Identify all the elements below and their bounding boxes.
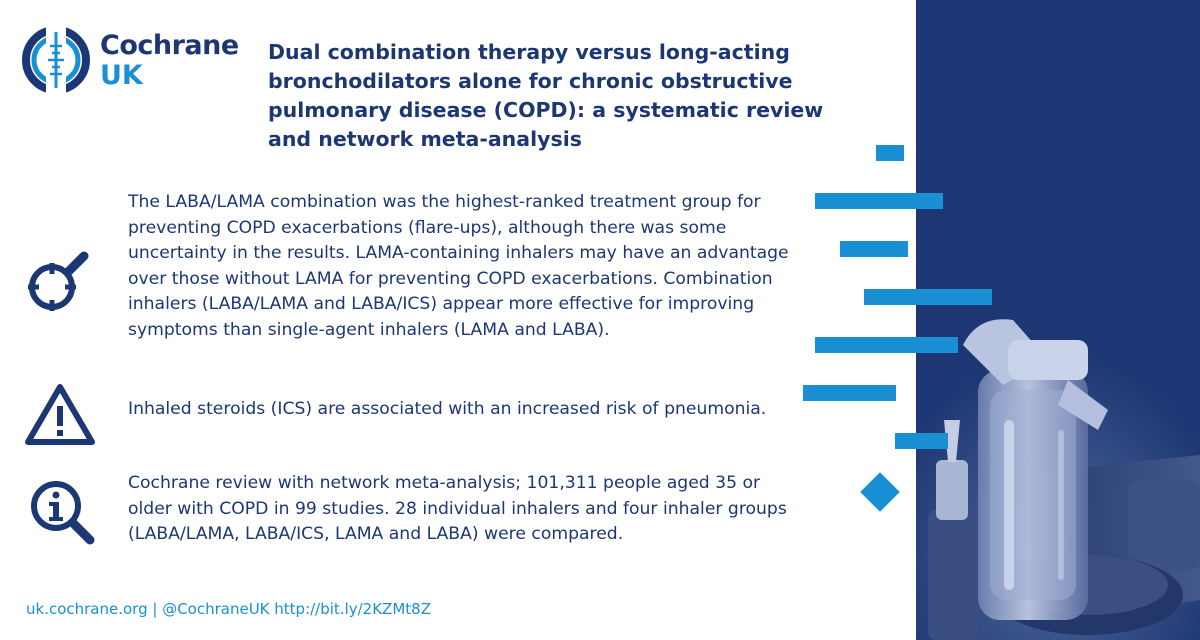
deco-bar xyxy=(815,337,958,353)
deco-diamond xyxy=(860,472,900,512)
inhaler-photo-panel xyxy=(908,0,1200,640)
white-divider-stripe xyxy=(908,0,916,640)
finding-text-review-details: Cochrane review with network meta-analys… xyxy=(128,473,787,544)
page-title: Dual combination therapy versus long-act… xyxy=(268,40,824,151)
deco-bar xyxy=(864,289,992,305)
logo-region: UK xyxy=(100,60,143,91)
cochrane-uk-logo: Cochrane UK xyxy=(22,22,239,102)
deco-bar xyxy=(895,433,948,449)
deco-bar xyxy=(840,241,908,257)
finding-text-pneumonia-risk: Inhaled steroids (ICS) are associated wi… xyxy=(128,399,767,419)
info-magnifier-icon xyxy=(31,481,95,545)
target-magnifier-icon xyxy=(28,251,89,311)
inhaler-photo xyxy=(908,0,1200,640)
deco-bar xyxy=(815,193,943,209)
cochrane-logo-icon xyxy=(22,26,90,94)
footer-links[interactable]: uk.cochrane.org | @CochraneUK http://bit… xyxy=(26,600,431,618)
deco-bar xyxy=(876,145,904,161)
warning-triangle-icon xyxy=(25,384,95,445)
deco-bar xyxy=(803,385,896,401)
finding-text-effectiveness: The LABA/LAMA combination was the highes… xyxy=(128,192,789,340)
logo-wordmark: Cochrane xyxy=(100,30,239,61)
